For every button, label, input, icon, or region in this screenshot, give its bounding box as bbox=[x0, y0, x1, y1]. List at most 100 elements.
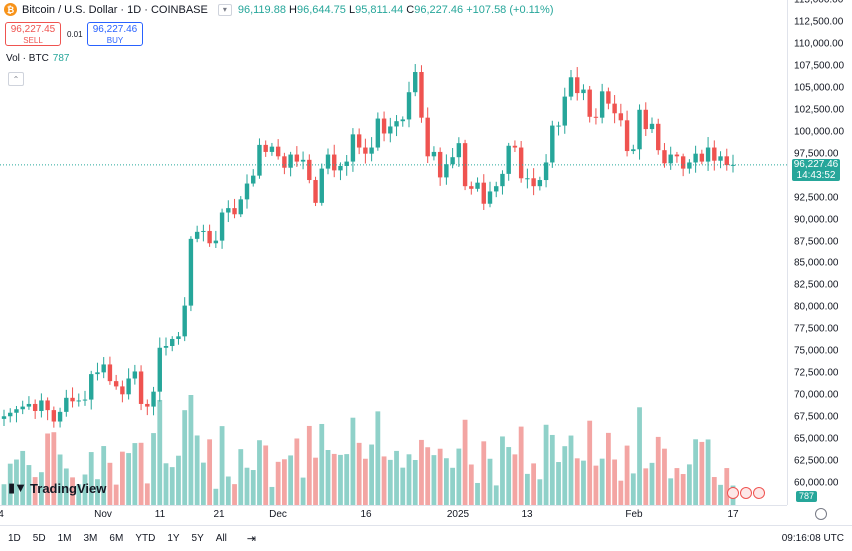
candle-body[interactable] bbox=[562, 96, 567, 126]
candle-body[interactable] bbox=[269, 146, 275, 152]
candle-body[interactable] bbox=[587, 89, 592, 117]
candle-body[interactable] bbox=[437, 151, 443, 178]
candle-body[interactable] bbox=[157, 347, 162, 392]
candle-body[interactable] bbox=[487, 191, 493, 204]
candle-body[interactable] bbox=[730, 164, 736, 166]
candle-body[interactable] bbox=[8, 412, 13, 417]
candle-body[interactable] bbox=[51, 410, 57, 422]
candle-body[interactable] bbox=[238, 199, 243, 215]
candle-body[interactable] bbox=[101, 364, 106, 373]
candle-body[interactable] bbox=[375, 118, 381, 148]
chart-area[interactable]: ₿ Bitcoin / U.S. Dollar · 1D · COINBASE … bbox=[0, 0, 787, 505]
candle-body[interactable] bbox=[481, 182, 486, 204]
candle-body[interactable] bbox=[176, 336, 181, 339]
volume-legend[interactable]: Vol · BTC 787 bbox=[6, 53, 69, 64]
candle-body[interactable] bbox=[662, 150, 667, 164]
candle-body[interactable] bbox=[338, 165, 343, 171]
candle-body[interactable] bbox=[120, 386, 125, 395]
candle-body[interactable] bbox=[531, 178, 536, 187]
candle-body[interactable] bbox=[712, 147, 717, 161]
candle-body[interactable] bbox=[687, 162, 692, 169]
candle-body[interactable] bbox=[680, 156, 686, 169]
candle-body[interactable] bbox=[668, 154, 673, 164]
event-flag-icon[interactable] bbox=[740, 487, 752, 499]
timeframe-1y[interactable]: 1Y bbox=[167, 533, 180, 544]
candle-body[interactable] bbox=[612, 103, 617, 114]
candle-body[interactable] bbox=[332, 154, 337, 171]
candle-body[interactable] bbox=[170, 338, 175, 347]
candle-body[interactable] bbox=[113, 381, 119, 387]
candle-body[interactable] bbox=[275, 146, 281, 157]
candle-body[interactable] bbox=[70, 397, 75, 402]
buy-button[interactable]: 96,227.46 BUY bbox=[87, 22, 143, 46]
candle-body[interactable] bbox=[307, 159, 312, 181]
candle-body[interactable] bbox=[631, 149, 636, 152]
candle-body[interactable] bbox=[26, 403, 32, 407]
candle-body[interactable] bbox=[95, 372, 100, 375]
timeframe-all[interactable]: All bbox=[215, 533, 227, 544]
candle-body[interactable] bbox=[244, 183, 250, 200]
candle-body[interactable] bbox=[145, 403, 150, 407]
candle-body[interactable] bbox=[300, 159, 306, 162]
price-chart[interactable] bbox=[0, 0, 787, 505]
candle-body[interactable] bbox=[45, 400, 50, 411]
candle-body[interactable] bbox=[649, 123, 655, 130]
candle-body[interactable] bbox=[525, 178, 530, 180]
candle-body[interactable] bbox=[182, 305, 187, 337]
candle-body[interactable] bbox=[599, 91, 605, 118]
candle-body[interactable] bbox=[64, 397, 69, 412]
candle-body[interactable] bbox=[512, 145, 518, 148]
timeframe-5y[interactable]: 5Y bbox=[191, 533, 204, 544]
candle-body[interactable] bbox=[294, 154, 300, 162]
date-range-icon[interactable]: ⇥ bbox=[246, 533, 257, 545]
settings-icon[interactable] bbox=[815, 508, 827, 520]
utc-clock[interactable]: 09:16:08 UTC bbox=[781, 533, 844, 544]
candle-body[interactable] bbox=[39, 400, 44, 411]
candle-body[interactable] bbox=[76, 400, 81, 402]
event-flag-icon[interactable] bbox=[753, 487, 765, 499]
candle-body[interactable] bbox=[188, 238, 194, 306]
candle-body[interactable] bbox=[257, 144, 262, 176]
candle-body[interactable] bbox=[14, 409, 19, 413]
candle-body[interactable] bbox=[450, 157, 455, 165]
candle-body[interactable] bbox=[506, 145, 511, 174]
candle-body[interactable] bbox=[444, 164, 449, 178]
candle-body[interactable] bbox=[138, 371, 144, 404]
candle-body[interactable] bbox=[201, 230, 206, 232]
candle-body[interactable] bbox=[325, 154, 331, 169]
candle-body[interactable] bbox=[194, 231, 200, 239]
candle-body[interactable] bbox=[126, 378, 131, 395]
candle-body[interactable] bbox=[656, 123, 661, 151]
collapse-legend-icon[interactable]: ⌃ bbox=[8, 72, 24, 86]
candle-body[interactable] bbox=[643, 109, 648, 130]
candle-body[interactable] bbox=[456, 143, 462, 158]
sell-button[interactable]: 96,227.45 SELL bbox=[5, 22, 61, 46]
candle-body[interactable] bbox=[319, 168, 324, 203]
time-axis[interactable]: 4 Nov 11 21 Dec 16 2025 13 Feb 17 bbox=[0, 505, 787, 526]
candle-body[interactable] bbox=[494, 186, 499, 192]
candle-body[interactable] bbox=[350, 134, 356, 162]
candle-body[interactable] bbox=[363, 147, 368, 154]
candle-body[interactable] bbox=[57, 411, 63, 422]
candle-body[interactable] bbox=[32, 403, 38, 411]
candle-body[interactable] bbox=[475, 182, 480, 189]
timeframe-6m[interactable]: 6M bbox=[109, 533, 124, 544]
candle-body[interactable] bbox=[431, 151, 437, 157]
candle-body[interactable] bbox=[313, 180, 318, 203]
candle-body[interactable] bbox=[469, 186, 474, 189]
candle-body[interactable] bbox=[618, 113, 624, 121]
symbol-legend[interactable]: ₿ Bitcoin / U.S. Dollar · 1D · COINBASE … bbox=[4, 3, 553, 16]
candle-body[interactable] bbox=[581, 89, 586, 94]
candle-body[interactable] bbox=[624, 120, 630, 152]
candle-body[interactable] bbox=[82, 399, 88, 401]
candle-body[interactable] bbox=[132, 371, 138, 379]
candle-body[interactable] bbox=[213, 240, 219, 244]
candle-body[interactable] bbox=[107, 364, 113, 382]
candle-body[interactable] bbox=[637, 109, 642, 150]
candle-body[interactable] bbox=[419, 72, 424, 118]
candle-body[interactable] bbox=[394, 121, 399, 127]
timeframe-ytd[interactable]: YTD bbox=[135, 533, 156, 544]
candle-body[interactable] bbox=[163, 346, 169, 348]
candle-body[interactable] bbox=[20, 406, 25, 410]
candle-body[interactable] bbox=[593, 116, 599, 118]
